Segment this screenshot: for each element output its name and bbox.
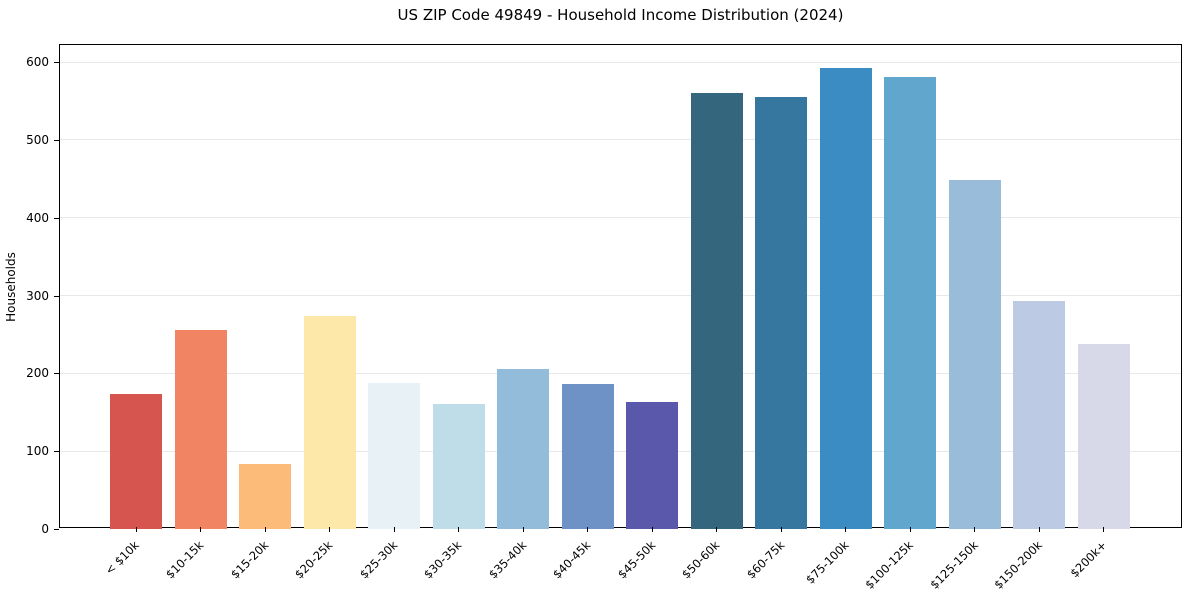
plot-area: 0 100 200 300 400 500 600 < $10k $10-15k $15-20k $… [26,44,1182,590]
bar-20-25k [303,315,356,529]
x-tick-mark [716,527,718,532]
x-tick-mark [264,527,266,532]
x-tick-label: $25-30k [356,538,401,582]
y-tick-label: 0 [41,522,49,536]
bar-50-60k [690,93,743,529]
bar-125-150k [948,180,1001,529]
bar-100-125k [884,76,937,529]
y-tick-mark [54,62,59,64]
x-tick-mark [1038,527,1040,532]
bar-15-20k [239,464,292,529]
gridline [60,139,1181,141]
y-tick-mark [54,139,59,141]
y-tick-label: 400 [26,210,49,225]
x-tick-label: $50-60k [679,538,723,582]
x-tick-label: $30-35k [421,538,465,582]
y-axis-label: Households [4,252,18,322]
x-tick-label: $15-20k [227,538,271,582]
x-tick-label: $45-50k [614,538,659,582]
x-tick-label: $10-15k [163,538,207,582]
bar-25-30k [368,382,421,529]
x-tick-mark [522,527,524,532]
gridline [60,450,1181,452]
bar-45-50k [626,402,679,529]
y-tick-label: 200 [26,366,49,381]
gridline [60,61,1181,63]
x-tick-label: $100-125k [862,538,917,590]
chart-title: US ZIP Code 49849 - Household Income Dis… [397,6,844,24]
y-tick-mark [54,529,59,530]
y-tick-mark [54,373,59,375]
bar-150-200k [1013,301,1066,529]
bar-200k [1077,343,1130,529]
y-tick-mark [54,451,59,453]
x-tick-mark [200,527,202,532]
x-tick-label: $40-45k [550,538,594,582]
x-tick-label: $200k+ [1067,538,1110,581]
x-tick-mark [587,527,589,532]
y-tick-label: 500 [26,132,49,147]
y-tick-label: 300 [26,288,49,303]
y-tick-label: 100 [26,444,49,459]
y-tick-mark [54,217,59,219]
x-tick-mark [974,527,976,532]
x-tick-label: $150-200k [991,538,1046,590]
x-tick-label: $60-75k [743,538,788,582]
x-tick-mark [393,527,395,532]
x-tick-mark [135,527,137,532]
x-tick-label: < $10k [102,538,142,578]
x-tick-mark [909,527,911,532]
x-tick-label: $125-150k [927,538,981,590]
bar-10-15k [174,329,227,529]
gridline [60,295,1181,297]
x-tick-label: $35-40k [485,538,530,582]
x-tick-mark [329,527,331,532]
bar-40-45k [561,384,614,529]
bar-35-40k [497,368,550,529]
x-tick-mark [651,527,653,532]
x-tick-mark [780,527,782,532]
bar-30-35k [432,403,485,529]
x-tick-mark [845,527,847,532]
bar-60-75k [755,97,808,529]
x-tick-label: $75-100k [803,538,852,587]
bar-75-100k [819,68,872,529]
y-tick-mark [54,295,59,297]
x-tick-mark [458,527,460,532]
x-tick-mark [1103,527,1105,532]
gridline [60,217,1181,219]
bar-10k [110,393,162,529]
gridline [60,372,1181,374]
y-tick-label: 600 [26,55,49,70]
x-tick-label: $20-25k [292,538,336,582]
